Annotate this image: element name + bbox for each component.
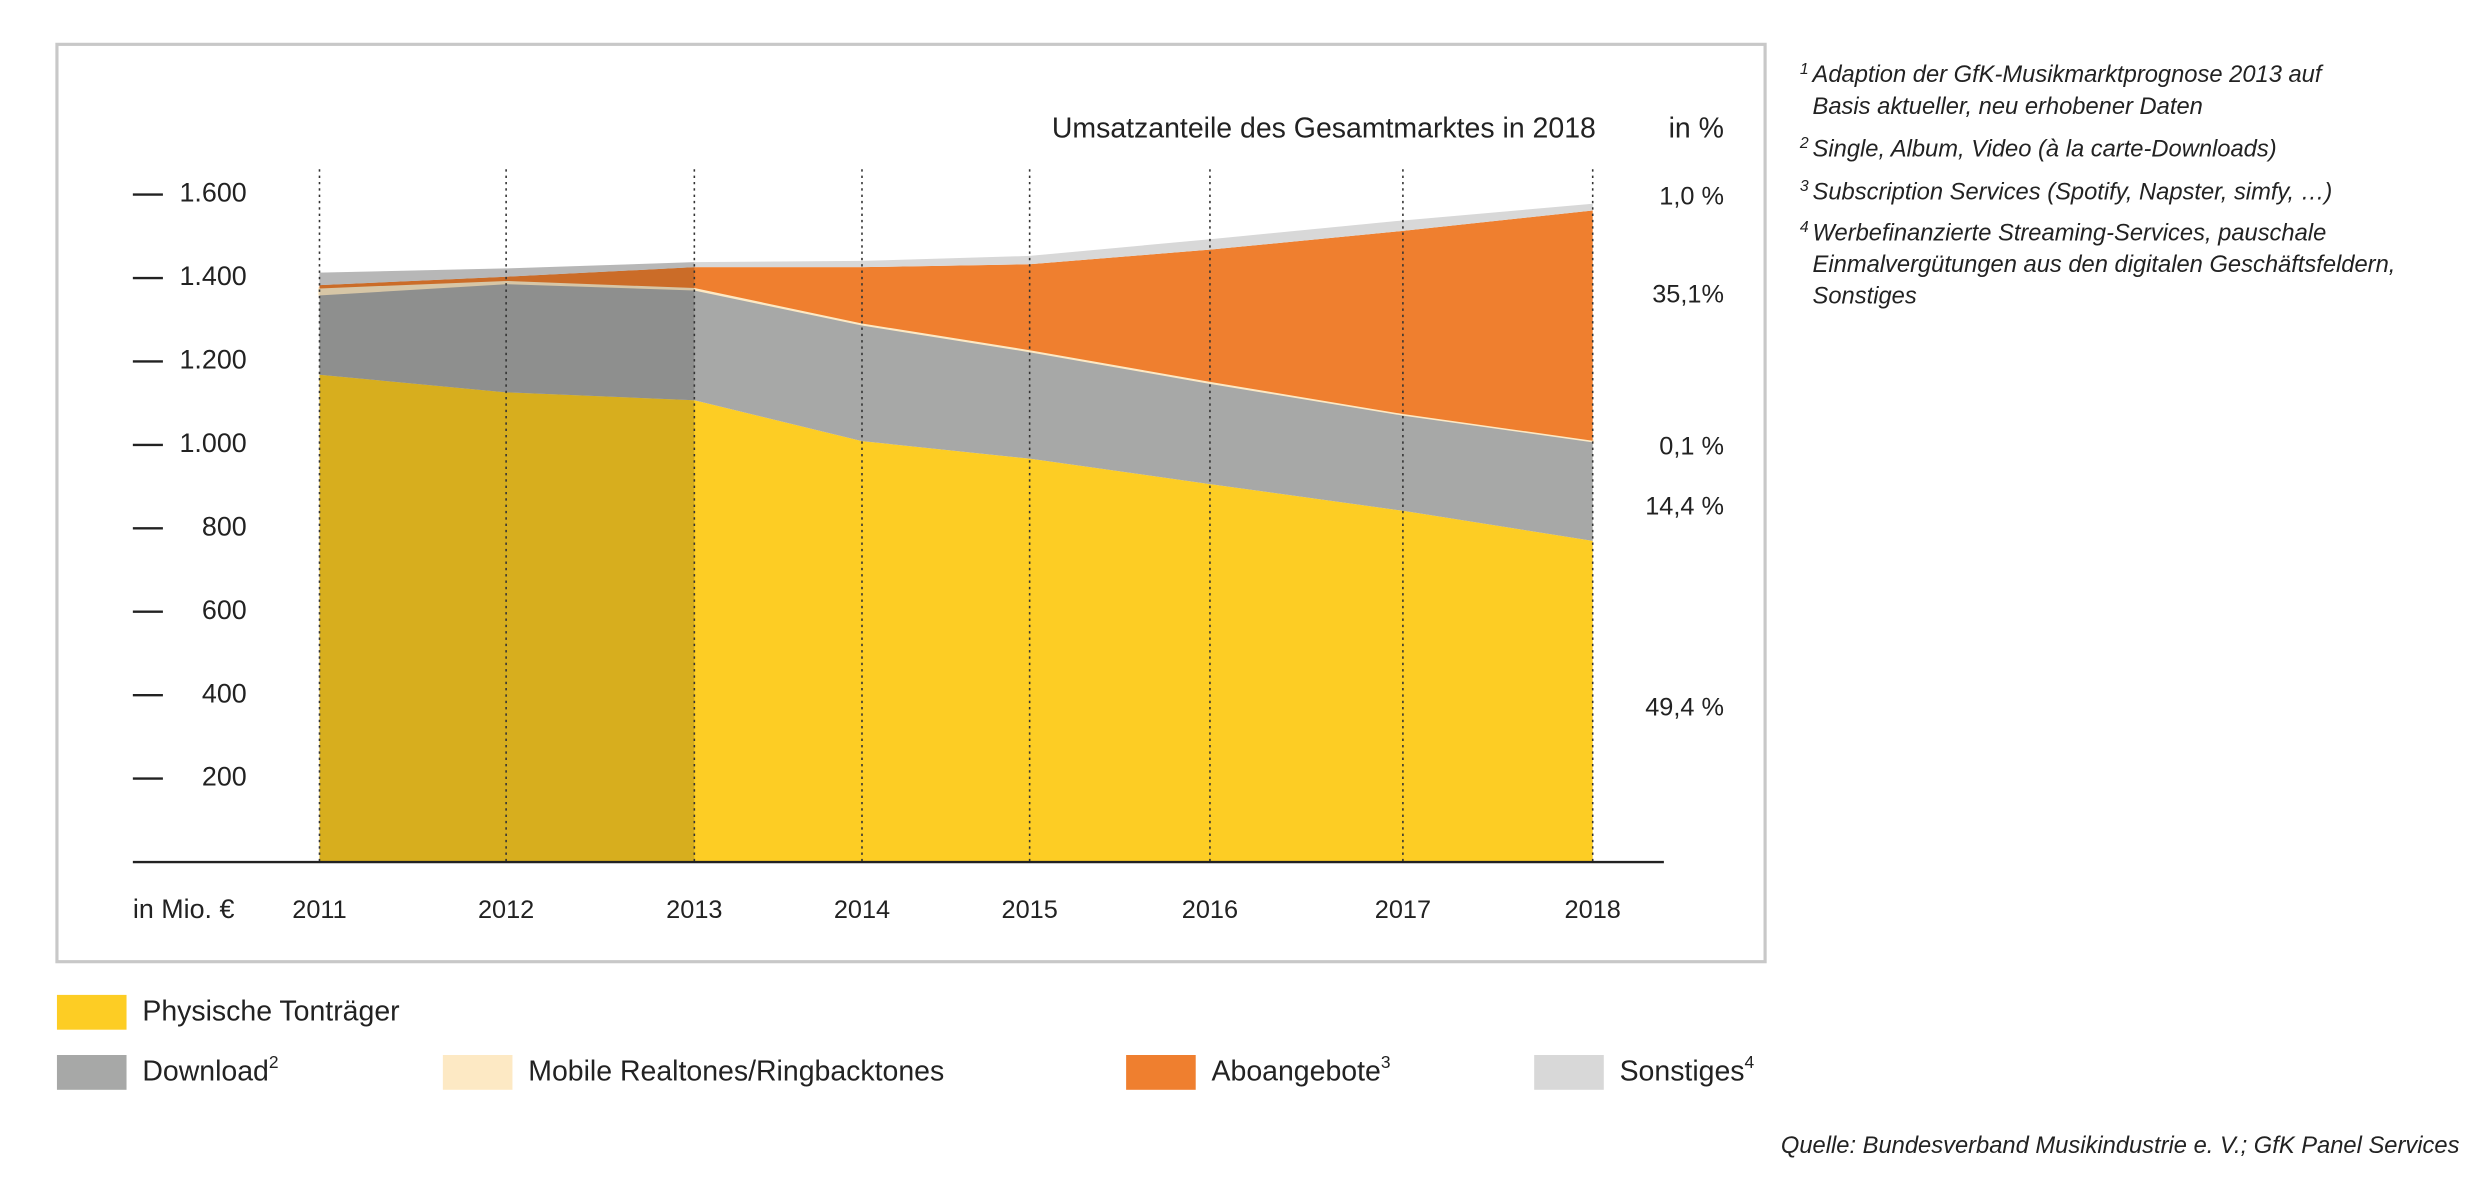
source: Quelle: Bundesverband Musikindustrie e. … <box>1781 1133 2460 1159</box>
legend-footnote: 4 <box>1745 1052 1755 1072</box>
share-label: 14,4 % <box>1645 492 1724 520</box>
legend-swatch <box>1534 1055 1604 1090</box>
y-tick-label: 1.000 <box>179 428 246 458</box>
legend-footnote: 3 <box>1381 1052 1391 1072</box>
legend-swatch <box>1126 1055 1196 1090</box>
legend-name: Physische Tonträger <box>142 995 399 1027</box>
x-tick-label: 2013 <box>666 896 722 924</box>
chart-title: Umsatzanteile des Gesamtmarktes in 2018 <box>1052 112 1596 144</box>
legend-name: Download <box>142 1055 269 1087</box>
y-tick-label: 1.400 <box>179 261 246 291</box>
footnote-number: 2 <box>1799 135 1809 152</box>
legend-swatch <box>56 994 127 1030</box>
legend-label: Physische Tonträger <box>142 995 399 1027</box>
y-tick-label: 400 <box>202 678 247 708</box>
footnote-line: Sonstiges <box>1813 284 1917 310</box>
x-tick-label: 2016 <box>1182 896 1238 924</box>
footnote-number: 3 <box>1800 178 1809 195</box>
x-tick-label: 2017 <box>1375 896 1431 924</box>
footnote-line: Single, Album, Video (à la carte-Downloa… <box>1813 137 2277 163</box>
area <box>319 283 1593 541</box>
legend-label: Download2 <box>142 1052 278 1087</box>
footnote-line: Subscription Services (Spotify, Napster,… <box>1813 179 2333 205</box>
legend-label: Mobile Realtones/Ringbacktones <box>528 1055 944 1087</box>
x-tick-label: 2015 <box>1002 896 1058 924</box>
legend-swatch <box>442 1055 513 1090</box>
share-axis-label: in % <box>1669 112 1724 144</box>
x-tick-label: 2012 <box>478 896 534 924</box>
y-tick-label: 600 <box>202 595 247 625</box>
legend-label: Aboangebote3 <box>1212 1052 1391 1087</box>
footnote-line: Werbefinanzierte Streaming-Services, pau… <box>1813 220 2327 246</box>
footnote-line: Basis aktueller, neu erhobener Daten <box>1813 94 2203 120</box>
footnote-line: Adaption der GfK-Musikmarktprognose 2013… <box>1811 62 2324 88</box>
area <box>319 203 1593 286</box>
area <box>319 210 1593 441</box>
x-tick-label: 2014 <box>834 896 890 924</box>
y-axis-label: in Mio. € <box>133 894 235 924</box>
legend-name: Aboangebote <box>1212 1055 1381 1087</box>
y-tick-label: 200 <box>202 762 247 792</box>
legend-footnote: 2 <box>269 1052 279 1072</box>
footnote-number: 1 <box>1800 61 1809 78</box>
legend-label: Sonstiges4 <box>1620 1052 1755 1087</box>
y-tick-label: 1.600 <box>179 178 246 208</box>
legend-name: Mobile Realtones/Ringbacktones <box>528 1055 944 1087</box>
share-label: 35,1% <box>1652 281 1724 309</box>
share-label: 49,4 % <box>1645 693 1724 721</box>
x-tick-label: 2018 <box>1565 896 1621 924</box>
legend-swatch <box>56 1055 127 1090</box>
area <box>319 374 1593 863</box>
footnote-number: 4 <box>1800 219 1809 236</box>
share-label: 1,0 % <box>1659 182 1724 210</box>
plot-area <box>318 203 1594 863</box>
share-label: 0,1 % <box>1659 432 1724 460</box>
y-tick-label: 800 <box>202 511 247 541</box>
footnote-line: Einmalvergütungen aus den digitalen Gesc… <box>1813 252 2396 278</box>
y-tick-label: 1.200 <box>179 345 246 375</box>
legend-name: Sonstiges <box>1620 1055 1745 1087</box>
area <box>318 279 1594 443</box>
chart-frame <box>55 42 1767 964</box>
x-tick-label: 2011 <box>292 896 346 924</box>
